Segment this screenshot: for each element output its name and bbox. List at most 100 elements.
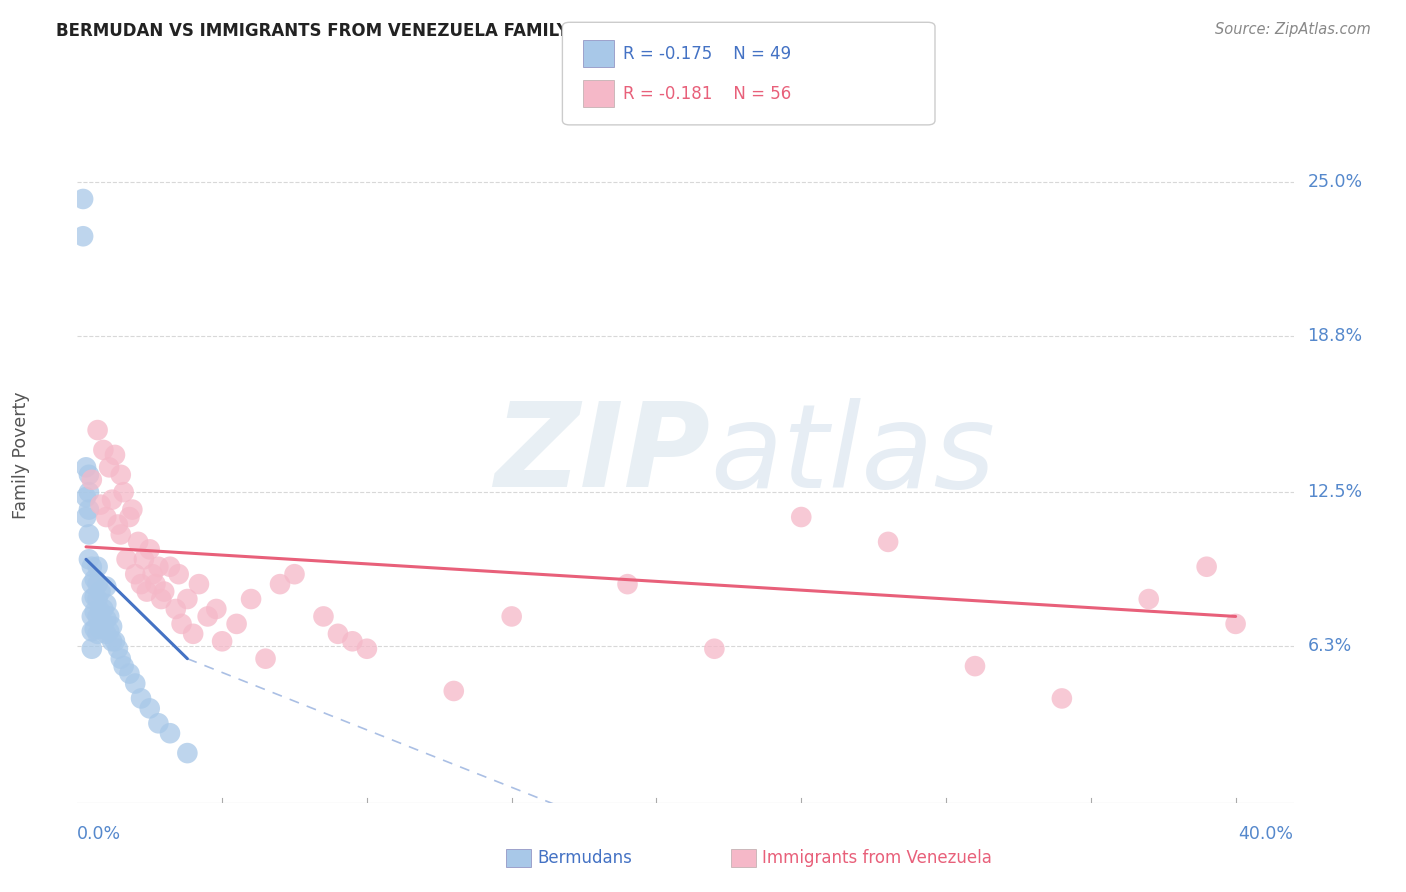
Point [75, 510, 97, 524]
Text: R = -0.181    N = 56: R = -0.181 N = 56 [623, 85, 792, 103]
Point [89, 605, 111, 619]
Point [142, 567, 165, 582]
Point [170, 616, 193, 631]
Text: 0.0%: 0.0% [77, 825, 121, 843]
Point [93, 616, 115, 631]
Point [96, 597, 118, 611]
Point [98, 609, 121, 624]
Point [104, 448, 127, 462]
Point [93, 442, 115, 457]
Text: R = -0.175    N = 49: R = -0.175 N = 49 [623, 45, 792, 62]
Point [110, 467, 132, 482]
Text: 40.0%: 40.0% [1239, 825, 1294, 843]
Point [703, 641, 725, 656]
Point [83, 572, 105, 586]
Point [148, 559, 170, 574]
Point [96, 627, 118, 641]
Point [80, 624, 103, 639]
Point [77, 502, 100, 516]
Point [616, 577, 638, 591]
Point [110, 651, 132, 665]
Point [269, 577, 291, 591]
Text: Source: ZipAtlas.com: Source: ZipAtlas.com [1215, 22, 1371, 37]
Point [188, 577, 211, 591]
Point [80, 592, 103, 607]
Point [80, 559, 103, 574]
Point [148, 716, 170, 731]
Point [83, 622, 105, 636]
Point [211, 634, 233, 648]
Point [1050, 691, 1073, 706]
Point [138, 542, 160, 557]
Point [112, 485, 135, 500]
Point [790, 510, 813, 524]
Text: 6.3%: 6.3% [1308, 637, 1351, 656]
Point [77, 467, 100, 482]
Text: Family Poverty: Family Poverty [13, 392, 30, 518]
Point [342, 634, 364, 648]
Point [121, 502, 143, 516]
Point [356, 641, 378, 656]
Point [176, 592, 198, 607]
Point [77, 527, 100, 541]
Point [83, 605, 105, 619]
Point [118, 666, 141, 681]
Point [112, 659, 135, 673]
Point [98, 460, 121, 475]
Point [129, 577, 152, 591]
Point [197, 609, 219, 624]
Point [80, 609, 103, 624]
Text: 18.8%: 18.8% [1308, 326, 1362, 344]
Point [89, 584, 111, 599]
Point [127, 535, 149, 549]
Point [101, 634, 124, 648]
Point [1137, 592, 1160, 607]
Point [96, 580, 118, 594]
Point [145, 577, 167, 591]
Point [86, 423, 108, 437]
Point [104, 634, 127, 648]
Point [77, 485, 100, 500]
Point [80, 641, 103, 656]
Point [80, 577, 103, 591]
Text: BERMUDAN VS IMMIGRANTS FROM VENEZUELA FAMILY POVERTY CORRELATION CHART: BERMUDAN VS IMMIGRANTS FROM VENEZUELA FA… [56, 22, 866, 40]
Point [96, 612, 118, 626]
Point [135, 584, 157, 599]
Point [443, 684, 465, 698]
Point [124, 676, 146, 690]
Point [159, 726, 181, 740]
Point [326, 627, 349, 641]
Point [205, 602, 228, 616]
Point [72, 229, 94, 244]
Point [93, 602, 115, 616]
Point [107, 641, 129, 656]
Point [225, 616, 247, 631]
Point [1225, 616, 1247, 631]
Point [181, 627, 204, 641]
Point [83, 590, 105, 604]
Point [254, 651, 277, 665]
Point [312, 609, 335, 624]
Text: Bermudans: Bermudans [537, 849, 631, 867]
Point [150, 592, 173, 607]
Point [101, 492, 124, 507]
Point [98, 624, 121, 639]
Point [86, 592, 108, 607]
Text: atlas: atlas [710, 398, 995, 512]
Point [240, 592, 263, 607]
Text: ZIP: ZIP [494, 398, 710, 512]
Point [89, 498, 111, 512]
Point [107, 517, 129, 532]
Point [110, 527, 132, 541]
Text: 12.5%: 12.5% [1308, 483, 1362, 501]
Point [86, 559, 108, 574]
Point [80, 473, 103, 487]
Text: 25.0%: 25.0% [1308, 172, 1362, 191]
Point [75, 460, 97, 475]
Point [129, 691, 152, 706]
Point [963, 659, 986, 673]
Point [132, 552, 155, 566]
Point [86, 609, 108, 624]
Point [1195, 559, 1218, 574]
Point [501, 609, 523, 624]
